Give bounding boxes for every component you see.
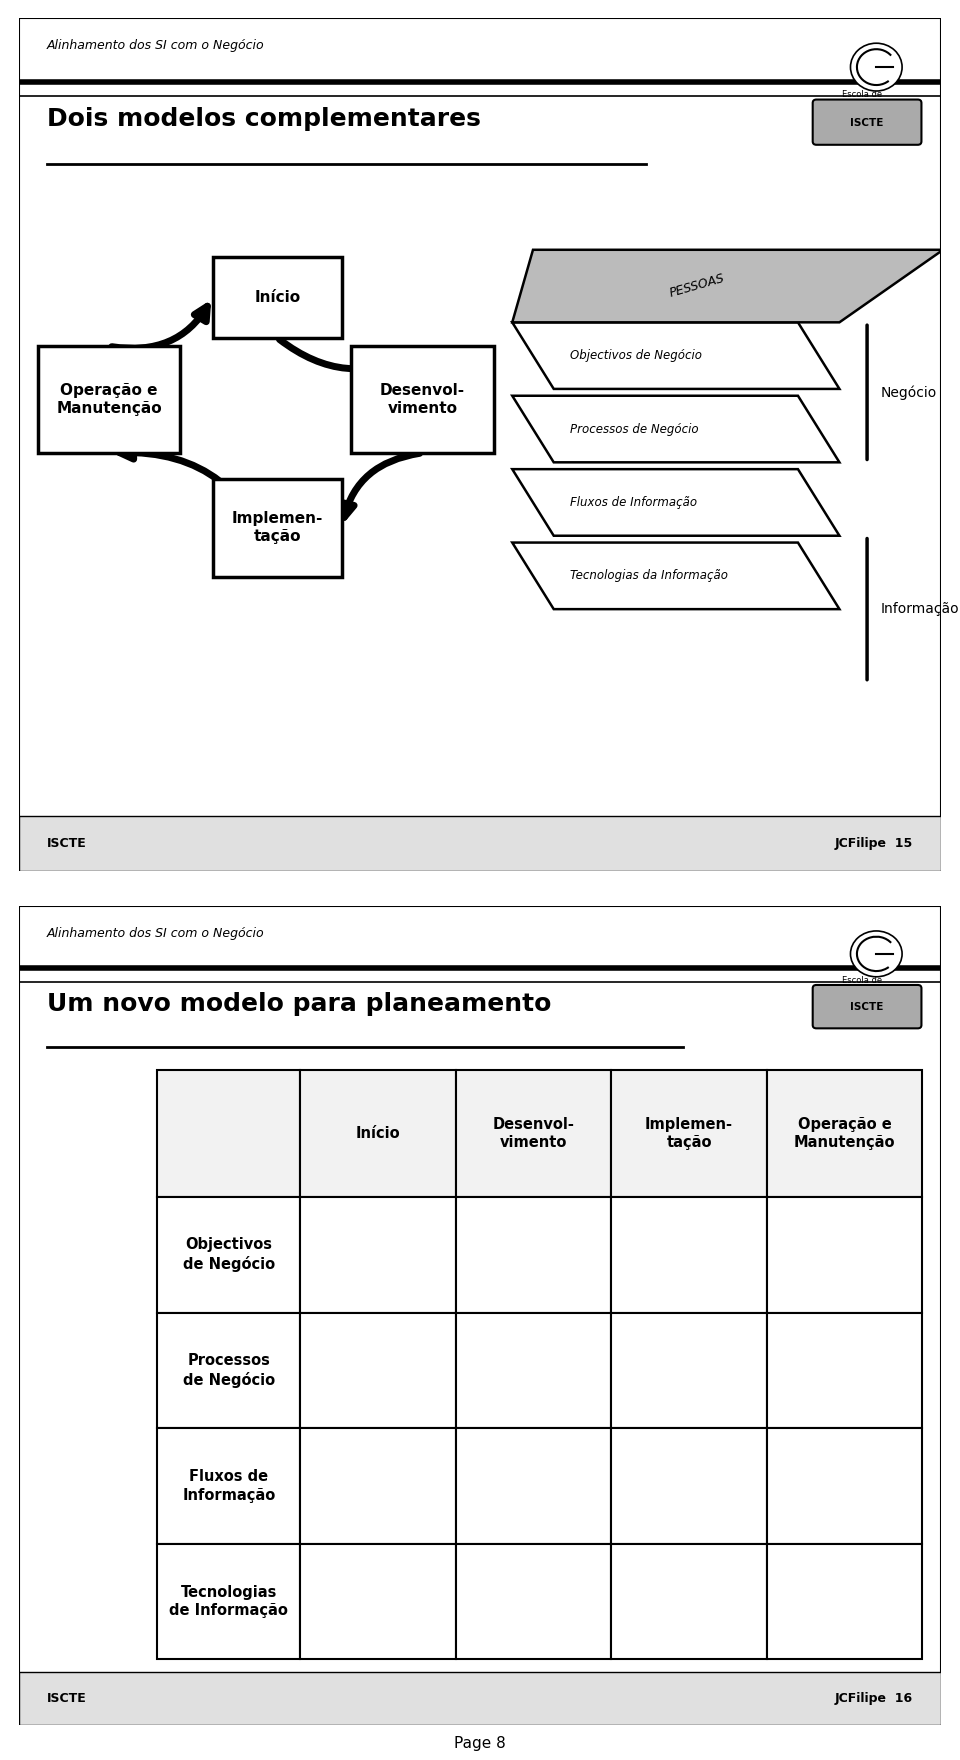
Text: Início: Início [254,290,300,304]
FancyBboxPatch shape [157,1427,300,1544]
Text: Início: Início [356,1126,400,1140]
FancyBboxPatch shape [612,1070,767,1197]
Text: Informação: Informação [881,602,960,616]
FancyBboxPatch shape [300,1197,456,1313]
FancyBboxPatch shape [300,1070,456,1197]
FancyBboxPatch shape [157,1197,300,1313]
FancyBboxPatch shape [767,1427,923,1544]
FancyBboxPatch shape [351,347,493,452]
Text: ISCTE: ISCTE [47,1691,86,1705]
Circle shape [851,44,902,92]
Circle shape [851,931,902,977]
FancyBboxPatch shape [213,479,342,577]
FancyBboxPatch shape [767,1197,923,1313]
Text: Desenvol-
vimento: Desenvol- vimento [492,1116,574,1151]
Polygon shape [513,542,839,609]
Text: Processos de Negócio: Processos de Negócio [570,422,699,435]
Text: ISCTE: ISCTE [851,118,884,127]
FancyBboxPatch shape [456,1070,612,1197]
FancyBboxPatch shape [612,1313,767,1427]
FancyBboxPatch shape [37,347,180,452]
FancyBboxPatch shape [456,1197,612,1313]
Text: Escola de
GESTÃO: Escola de GESTÃO [843,977,882,996]
FancyBboxPatch shape [612,1544,767,1660]
Text: Um novo modelo para planeamento: Um novo modelo para planeamento [47,993,551,1016]
FancyBboxPatch shape [157,1070,300,1197]
FancyBboxPatch shape [19,18,941,871]
Text: Tecnologias
de Informação: Tecnologias de Informação [169,1584,288,1619]
Polygon shape [513,250,943,322]
FancyBboxPatch shape [612,1427,767,1544]
Text: Objectivos
de Negócio: Objectivos de Negócio [182,1237,275,1272]
Text: Page 8: Page 8 [454,1735,506,1751]
FancyBboxPatch shape [300,1427,456,1544]
Text: Operação e
Manutenção: Operação e Manutenção [794,1116,896,1151]
FancyBboxPatch shape [612,1197,767,1313]
Text: Alinhamento dos SI com o Negócio: Alinhamento dos SI com o Negócio [47,928,264,940]
Text: ISCTE: ISCTE [851,1001,884,1012]
Text: Escola de
GESTÃO: Escola de GESTÃO [843,90,882,109]
Polygon shape [513,396,839,463]
FancyBboxPatch shape [300,1313,456,1427]
Text: Negócio: Negócio [881,385,937,400]
Text: Fluxos de Informação: Fluxos de Informação [570,496,698,509]
Text: Alinhamento dos SI com o Negócio: Alinhamento dos SI com o Negócio [47,39,264,53]
FancyBboxPatch shape [300,1544,456,1660]
Polygon shape [513,470,839,535]
Text: Processos
de Negócio: Processos de Negócio [182,1353,275,1389]
Text: Desenvol-
vimento: Desenvol- vimento [380,382,465,417]
FancyBboxPatch shape [767,1313,923,1427]
Text: ISCTE: ISCTE [47,838,86,850]
FancyBboxPatch shape [157,1544,300,1660]
FancyBboxPatch shape [767,1544,923,1660]
FancyBboxPatch shape [813,100,922,144]
FancyBboxPatch shape [813,986,922,1028]
Text: JCFilipe  16: JCFilipe 16 [835,1691,913,1705]
Text: Objectivos de Negócio: Objectivos de Negócio [570,348,703,363]
Text: Implemen-
tação: Implemen- tação [231,510,323,544]
FancyBboxPatch shape [767,1070,923,1197]
Text: JCFilipe  15: JCFilipe 15 [835,838,913,850]
FancyBboxPatch shape [19,815,941,871]
Text: Dois modelos complementares: Dois modelos complementares [47,107,481,132]
FancyBboxPatch shape [456,1427,612,1544]
Polygon shape [513,322,839,389]
FancyBboxPatch shape [213,257,342,338]
FancyBboxPatch shape [456,1544,612,1660]
FancyBboxPatch shape [157,1313,300,1427]
FancyBboxPatch shape [19,1672,941,1725]
FancyBboxPatch shape [19,906,941,1725]
Text: Tecnologias da Informação: Tecnologias da Informação [570,568,729,583]
FancyBboxPatch shape [456,1313,612,1427]
Text: Operação e
Manutenção: Operação e Manutenção [57,382,162,417]
Text: PESSOAS: PESSOAS [667,273,726,301]
Text: Implemen-
tação: Implemen- tação [645,1116,733,1151]
Text: Fluxos de
Informação: Fluxos de Informação [182,1470,276,1503]
